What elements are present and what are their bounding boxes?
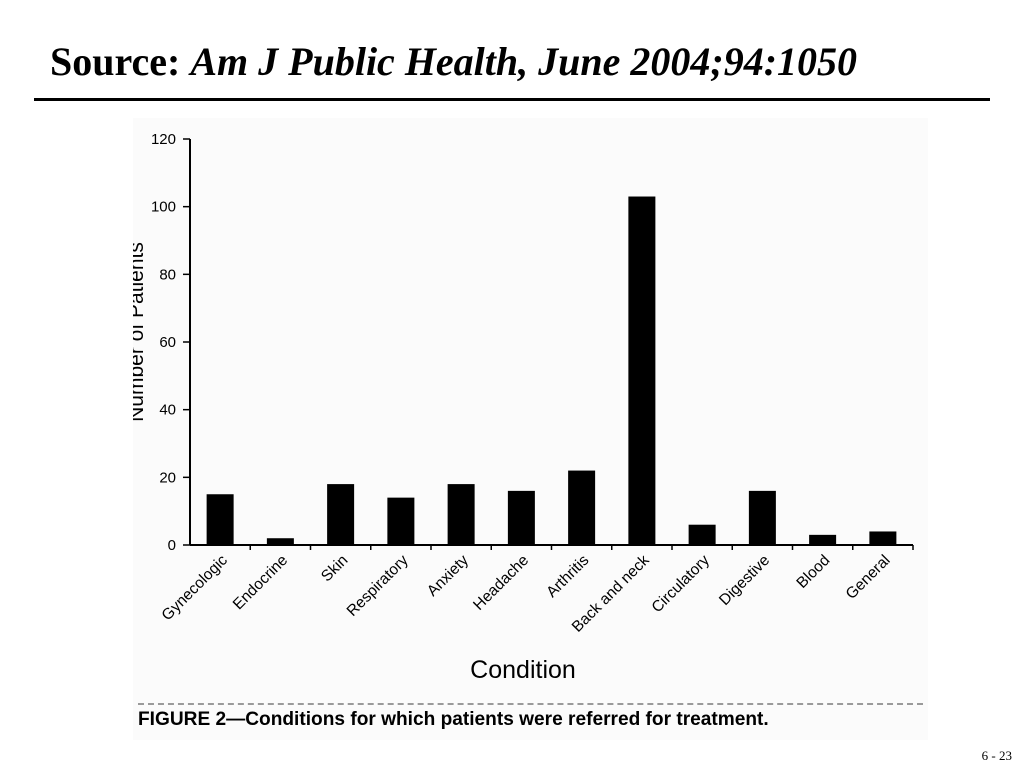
figure-caption: FIGURE 2—Conditions for which patients w… [138,708,769,730]
y-tick-label: 60 [159,334,176,351]
x-tick-label: Gynecologic [159,552,232,625]
bar-circulatory [688,524,716,545]
y-tick-label: 20 [159,469,176,486]
bar-skin [327,484,355,545]
x-tick-label: Headache [470,552,532,614]
bar-back-and-neck [628,196,656,545]
bar-blood [809,534,837,545]
bar-digestive [748,490,776,545]
title-divider [34,98,990,101]
bar-general [869,531,897,545]
x-tick-label: Digestive [716,552,773,609]
x-tick-label: Circulatory [649,552,714,617]
bar-arthritis [568,470,596,545]
x-tick-label: Blood [793,552,833,592]
y-tick-label: 0 [168,537,176,554]
slide-number: 6 - 23 [981,748,1012,763]
x-tick-label: Skin [318,552,351,585]
bar-headache [507,490,535,545]
title-prefix: Source: [50,39,181,84]
bar-endocrine [266,538,294,545]
x-axis-title: Condition [470,656,576,684]
y-tick-label: 80 [159,266,176,283]
x-tick-label: Respiratory [344,552,412,620]
x-tick-label: Arthritis [543,552,592,601]
slide-title: Source: Am J Public Health, June 2004;94… [50,38,857,85]
x-tick-label: Anxiety [424,552,472,600]
figure-panel: 0 20 40 60 80 100 120 Gynecologic Endocrine Skin R… [133,118,928,740]
caption-divider [138,703,923,705]
x-tick-label: Endocrine [230,552,291,613]
y-axis-title: Number of Patients [133,242,148,422]
y-tick-label: 100 [151,199,176,216]
y-tick-label: 40 [159,402,176,419]
y-tick-label: 120 [151,131,176,148]
x-tick-label: General [843,552,894,603]
title-source: Am J Public Health, June 2004;94:1050 [190,39,858,84]
bar-gynecologic [206,494,234,545]
bar-respiratory [387,497,415,545]
bar-anxiety [447,484,475,545]
